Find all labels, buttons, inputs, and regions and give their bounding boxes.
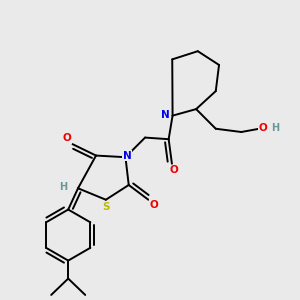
Text: S: S xyxy=(102,202,110,212)
Text: O: O xyxy=(62,133,71,143)
Text: O: O xyxy=(259,123,268,133)
Text: H: H xyxy=(271,123,279,133)
Text: N: N xyxy=(123,151,131,160)
Text: O: O xyxy=(169,165,178,175)
Text: H: H xyxy=(59,182,68,192)
Text: O: O xyxy=(150,200,159,210)
Text: N: N xyxy=(161,110,170,120)
